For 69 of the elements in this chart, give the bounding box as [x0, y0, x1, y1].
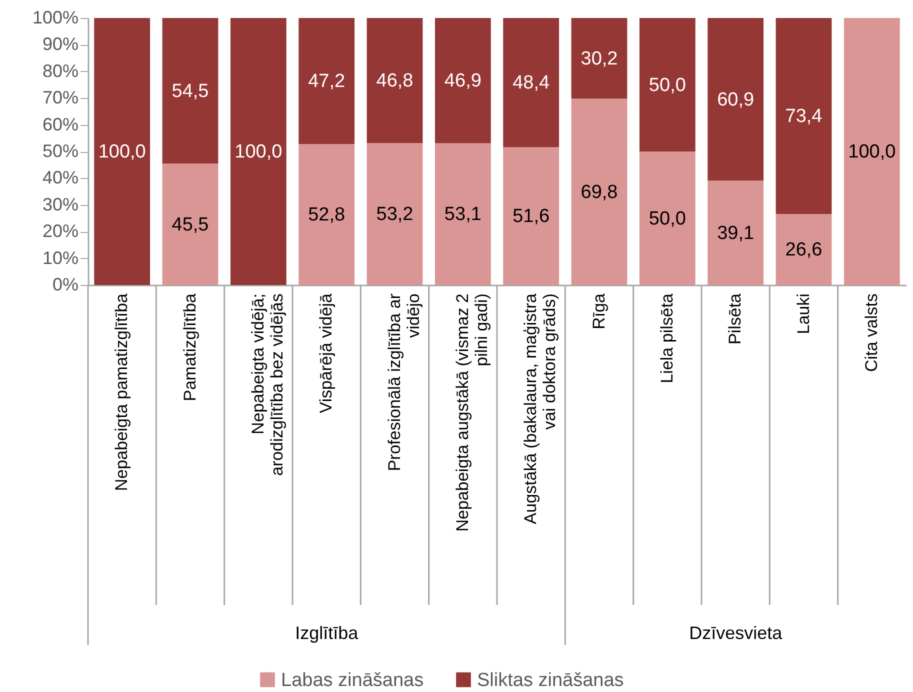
x-tick-label: Profesionālā izglītība ar vidējo [384, 293, 423, 472]
bar [503, 18, 560, 148]
bar [708, 18, 764, 181]
bar [94, 18, 150, 285]
y-tick-label: 40% [42, 168, 78, 188]
bar [366, 142, 423, 285]
x-tick-label: Vispārējā vidējā [316, 292, 336, 414]
bar [844, 18, 900, 285]
data-label: 53,2 [376, 204, 414, 225]
bar [571, 98, 628, 285]
bar [434, 143, 491, 285]
y-tick-label: 20% [42, 221, 78, 242]
bar [503, 147, 560, 285]
bar [639, 152, 696, 285]
data-label: 30,2 [580, 48, 618, 70]
bar [298, 144, 355, 285]
y-tick-label: 10% [42, 248, 78, 268]
legend-label: Sliktas zināšanas [477, 670, 624, 691]
y-tick-label: 60% [42, 114, 78, 134]
bar [776, 214, 832, 285]
data-label: 48,4 [512, 72, 550, 94]
data-label: 60,9 [717, 89, 754, 110]
data-label: 45,5 [172, 214, 209, 236]
data-label: 50,0 [648, 208, 686, 230]
bar [776, 18, 832, 214]
bar [571, 18, 628, 99]
data-label: 69,8 [580, 182, 618, 203]
data-label: 46,8 [376, 70, 414, 92]
bar [366, 18, 423, 143]
y-tick-label: 100% [32, 8, 78, 28]
x-tick-label: Nepabeigta vidējā; arodizglītība bez vidējās [248, 294, 286, 476]
data-label: 39,1 [717, 222, 754, 244]
x-tick-label: Nepabeigta augstākā (vismaz 2 pilni gadi) [452, 294, 491, 532]
bar [230, 18, 286, 285]
x-tick-label: Pilsēta [726, 292, 745, 345]
data-label: 100,0 [234, 142, 282, 162]
data-label: 52,8 [308, 204, 346, 226]
y-tick-label: 0% [52, 274, 78, 294]
data-label: 53,1 [444, 204, 482, 226]
x-tick-label: Liela pilsēta [657, 292, 676, 384]
y-tick-label: 90% [42, 34, 78, 54]
x-tick-label: Pamatizglītība [180, 292, 200, 402]
y-tick-label: 70% [42, 88, 78, 108]
text: Dzīvesvieta [689, 623, 784, 643]
bar [298, 18, 355, 144]
bar [434, 18, 491, 144]
data-label: 46,9 [444, 70, 482, 92]
x-tick-label: Nepabeigta pamatizglītība [112, 292, 132, 492]
data-label: 100,0 [848, 142, 896, 162]
bar [162, 164, 218, 285]
data-label: 54,5 [172, 80, 209, 102]
y-tick-label: 80% [42, 60, 78, 81]
text: Izglītība [295, 623, 360, 643]
legend-label: Labas zināšanas [281, 670, 424, 691]
data-label: 26,6 [785, 239, 822, 260]
data-label: 47,2 [308, 71, 346, 92]
data-label: 51,6 [512, 206, 550, 228]
data-label: 50,0 [648, 74, 686, 96]
x-tick-label: Lauki [794, 294, 813, 334]
data-label: 100,0 [98, 142, 146, 162]
y-tick-label: 50% [42, 141, 78, 161]
x-tick-label: Augstākā (bakalaura, maģistra vai doktora grāds) [521, 292, 560, 524]
bar [162, 18, 218, 164]
bar [708, 180, 764, 285]
bar [639, 18, 696, 152]
y-tick-label: 30% [42, 194, 78, 214]
data-label: 73,4 [785, 106, 823, 127]
x-tick-label: Cita valsts [862, 294, 881, 372]
x-tick-label: Rīga [589, 292, 608, 330]
